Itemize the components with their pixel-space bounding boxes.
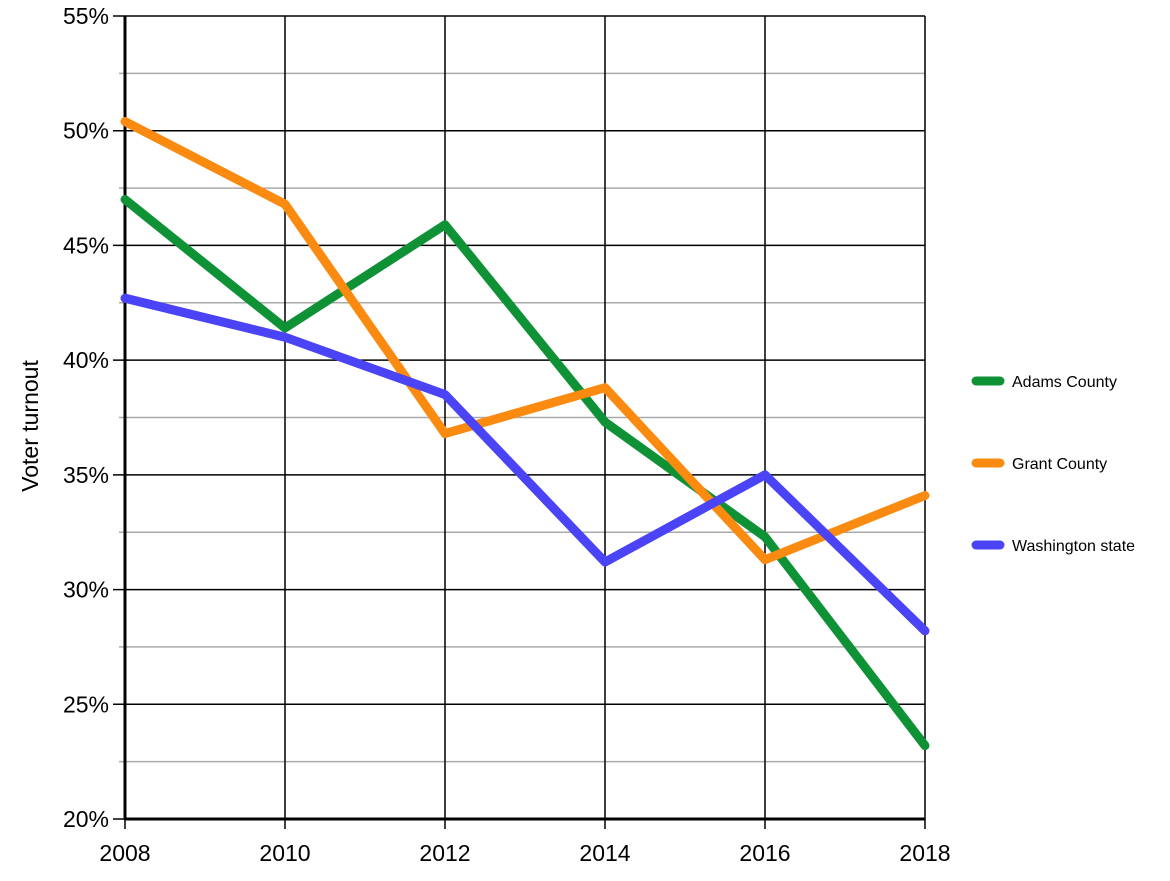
y-tick-label: 55%	[63, 3, 109, 29]
legend-label: Washington state	[1012, 538, 1135, 555]
x-tick-label: 2014	[579, 840, 630, 866]
legend-label: Grant County	[1012, 456, 1107, 473]
y-tick-label: 25%	[63, 691, 109, 717]
x-tick-label: 2008	[99, 840, 150, 866]
y-axis-label: Voter turnout	[17, 360, 43, 492]
y-tick-label: 30%	[63, 577, 109, 603]
y-tick-label: 40%	[63, 347, 109, 373]
series-line	[120, 195, 930, 751]
y-tick-label: 35%	[63, 462, 109, 488]
x-tick-label: 2010	[259, 840, 310, 866]
legend-label: Adams County	[1012, 374, 1117, 391]
x-tick-label: 2016	[739, 840, 790, 866]
y-tick-label: 50%	[63, 118, 109, 144]
series-line	[120, 117, 930, 565]
y-tick-label: 20%	[63, 806, 109, 832]
series-line	[120, 293, 930, 636]
x-tick-label: 2012	[419, 840, 470, 866]
y-tick-label: 45%	[63, 232, 109, 258]
x-tick-label: 2018	[899, 840, 950, 866]
